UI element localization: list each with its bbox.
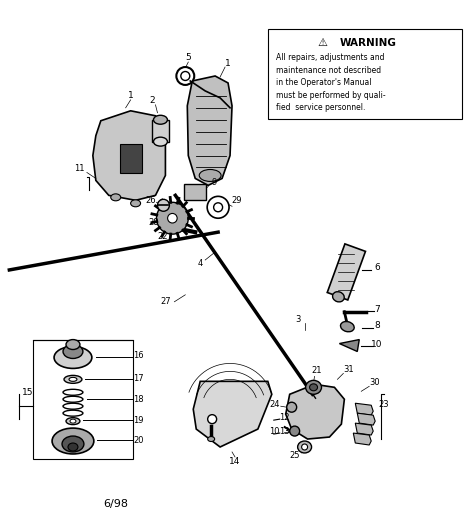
Ellipse shape	[301, 444, 308, 450]
Text: 5: 5	[185, 52, 191, 62]
Text: 7: 7	[374, 305, 380, 314]
Ellipse shape	[66, 418, 80, 425]
Ellipse shape	[156, 202, 188, 234]
Ellipse shape	[154, 115, 167, 124]
Text: 4: 4	[198, 260, 203, 268]
Ellipse shape	[176, 67, 194, 85]
Text: 13: 13	[279, 427, 290, 435]
Ellipse shape	[214, 203, 223, 212]
Text: 6: 6	[374, 264, 380, 272]
Ellipse shape	[154, 137, 167, 146]
Polygon shape	[187, 76, 232, 185]
Text: 29: 29	[232, 196, 242, 205]
Bar	[33, 339, 133, 459]
Ellipse shape	[181, 72, 190, 80]
Bar	[268, 29, 462, 119]
Text: ⚠: ⚠	[318, 38, 328, 48]
Ellipse shape	[199, 170, 221, 182]
Text: 10: 10	[270, 427, 280, 435]
Ellipse shape	[62, 436, 84, 452]
Ellipse shape	[66, 339, 80, 349]
Text: 14: 14	[229, 457, 241, 467]
Polygon shape	[356, 423, 373, 435]
Bar	[120, 144, 142, 173]
Text: 21: 21	[311, 366, 322, 375]
Ellipse shape	[287, 402, 297, 412]
Ellipse shape	[64, 375, 82, 384]
Ellipse shape	[207, 196, 229, 218]
Polygon shape	[93, 111, 165, 200]
Ellipse shape	[157, 199, 169, 211]
Polygon shape	[357, 413, 375, 425]
Polygon shape	[193, 381, 272, 447]
Ellipse shape	[208, 415, 217, 424]
Text: 16: 16	[133, 351, 144, 360]
Ellipse shape	[131, 200, 141, 207]
Text: 26: 26	[145, 196, 156, 205]
Text: 17: 17	[133, 374, 144, 383]
Ellipse shape	[340, 321, 354, 332]
Ellipse shape	[54, 347, 92, 368]
Polygon shape	[286, 385, 345, 439]
Ellipse shape	[310, 384, 318, 391]
Text: 25: 25	[290, 452, 300, 460]
Polygon shape	[339, 339, 359, 351]
Text: 31: 31	[343, 365, 354, 374]
Text: 15: 15	[21, 388, 33, 397]
Text: 1: 1	[225, 59, 231, 67]
Text: 19: 19	[133, 416, 144, 425]
Text: 18: 18	[133, 395, 144, 404]
Polygon shape	[353, 433, 371, 445]
Ellipse shape	[68, 443, 78, 451]
Text: 10: 10	[372, 340, 383, 349]
Bar	[327, 244, 365, 300]
Text: 8: 8	[374, 321, 380, 330]
Text: 6/98: 6/98	[103, 499, 128, 509]
Ellipse shape	[70, 419, 76, 423]
Ellipse shape	[298, 441, 311, 453]
Text: 20: 20	[133, 435, 144, 445]
Bar	[152, 120, 169, 142]
Text: 24: 24	[270, 400, 280, 409]
Text: All repairs, adjustments and
maintenance not described
in the Operator's Manual
: All repairs, adjustments and maintenance…	[276, 53, 385, 112]
Text: 28: 28	[148, 217, 159, 227]
Polygon shape	[356, 403, 373, 415]
Text: 27: 27	[160, 297, 171, 306]
Ellipse shape	[290, 426, 300, 436]
Text: 23: 23	[379, 400, 390, 409]
Text: 1: 1	[128, 91, 134, 100]
Text: 11: 11	[73, 164, 84, 173]
Ellipse shape	[168, 213, 177, 223]
Text: 12: 12	[280, 413, 290, 421]
Ellipse shape	[306, 380, 321, 394]
Ellipse shape	[333, 292, 344, 302]
Ellipse shape	[63, 345, 83, 359]
Ellipse shape	[208, 436, 215, 442]
Text: 22: 22	[157, 231, 168, 241]
Ellipse shape	[111, 194, 121, 201]
Ellipse shape	[69, 377, 77, 381]
Bar	[184, 184, 206, 200]
Text: 9: 9	[211, 178, 217, 187]
Text: 30: 30	[369, 378, 380, 387]
Ellipse shape	[52, 428, 94, 454]
Text: 3: 3	[295, 315, 301, 324]
Text: 2: 2	[150, 97, 155, 105]
Text: WARNING: WARNING	[339, 38, 396, 48]
